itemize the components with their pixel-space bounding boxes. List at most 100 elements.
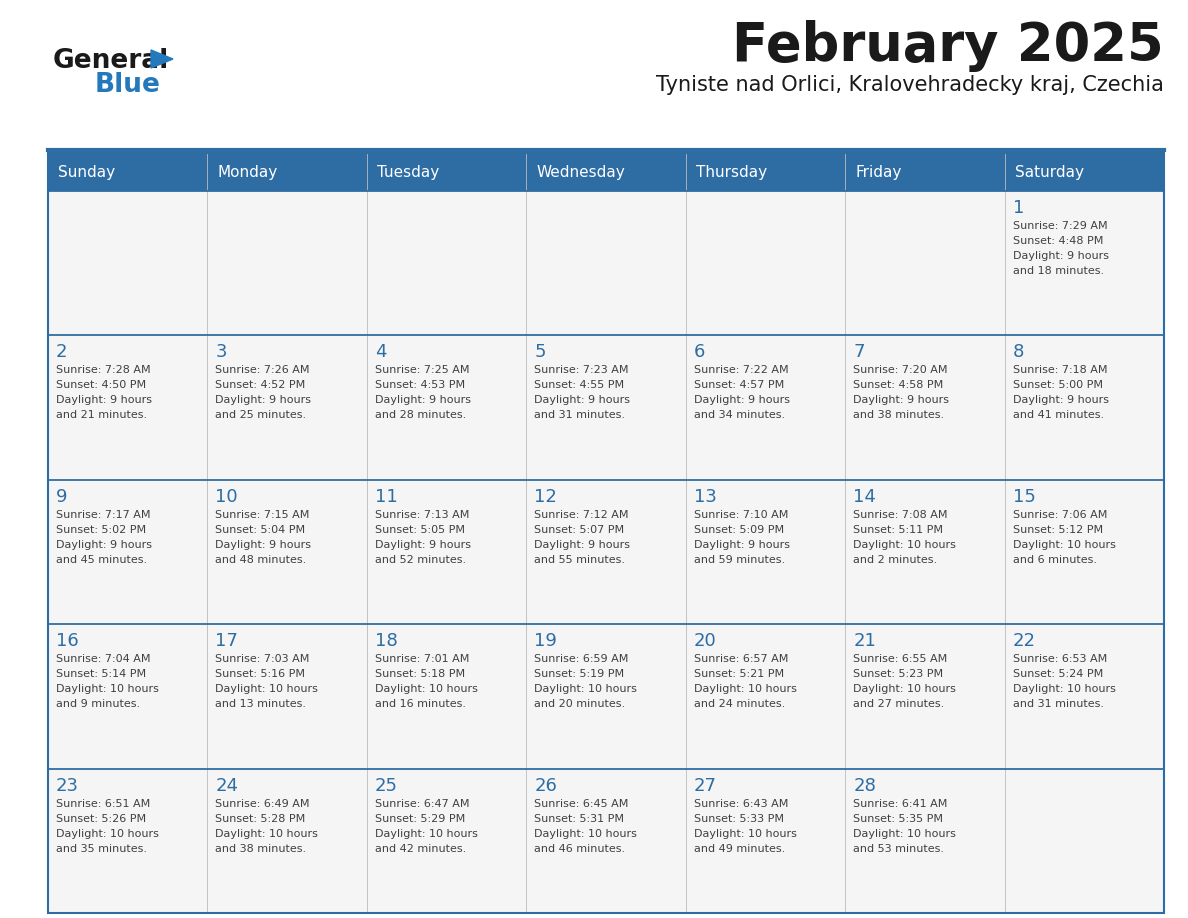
Text: Sunset: 5:16 PM: Sunset: 5:16 PM (215, 669, 305, 679)
Text: Sunrise: 6:59 AM: Sunrise: 6:59 AM (535, 655, 628, 665)
Text: and 35 minutes.: and 35 minutes. (56, 844, 147, 854)
Text: Sunrise: 6:49 AM: Sunrise: 6:49 AM (215, 799, 310, 809)
Text: Sunrise: 7:01 AM: Sunrise: 7:01 AM (375, 655, 469, 665)
Text: Sunset: 5:09 PM: Sunset: 5:09 PM (694, 525, 784, 535)
Bar (48, 335, 208, 480)
Text: Sunrise: 6:47 AM: Sunrise: 6:47 AM (375, 799, 469, 809)
Text: Sunset: 4:48 PM: Sunset: 4:48 PM (1012, 236, 1102, 246)
Text: Tyniste nad Orlici, Kralovehradecky kraj, Czechia: Tyniste nad Orlici, Kralovehradecky kraj… (656, 75, 1164, 95)
Text: and 46 minutes.: and 46 minutes. (535, 844, 625, 854)
Text: and 20 minutes.: and 20 minutes. (535, 700, 625, 710)
Bar (48, 153, 1164, 191)
Text: Saturday: Saturday (1015, 164, 1083, 180)
Text: 5: 5 (535, 343, 545, 362)
Bar (1005, 480, 1164, 624)
Text: Sunset: 5:28 PM: Sunset: 5:28 PM (215, 813, 305, 823)
Text: Daylight: 10 hours: Daylight: 10 hours (1012, 684, 1116, 694)
Text: Sunrise: 7:10 AM: Sunrise: 7:10 AM (694, 509, 788, 520)
Bar (845, 768, 1005, 913)
Text: and 45 minutes.: and 45 minutes. (56, 554, 147, 565)
Text: Sunrise: 7:04 AM: Sunrise: 7:04 AM (56, 655, 151, 665)
Text: 8: 8 (1012, 343, 1024, 362)
Bar (208, 335, 367, 480)
Bar (526, 335, 685, 480)
Text: 25: 25 (375, 777, 398, 795)
Text: and 9 minutes.: and 9 minutes. (56, 700, 140, 710)
Bar (208, 768, 367, 913)
Text: Tuesday: Tuesday (377, 164, 440, 180)
Text: Sunrise: 7:08 AM: Sunrise: 7:08 AM (853, 509, 948, 520)
Text: and 55 minutes.: and 55 minutes. (535, 554, 625, 565)
Text: and 18 minutes.: and 18 minutes. (1012, 266, 1104, 276)
Text: Daylight: 9 hours: Daylight: 9 hours (215, 540, 311, 550)
Text: Daylight: 10 hours: Daylight: 10 hours (535, 829, 637, 839)
Text: Daylight: 10 hours: Daylight: 10 hours (56, 684, 159, 694)
Text: and 21 minutes.: and 21 minutes. (56, 410, 147, 420)
Text: Sunset: 5:21 PM: Sunset: 5:21 PM (694, 669, 784, 679)
Text: Sunrise: 7:29 AM: Sunrise: 7:29 AM (1012, 221, 1107, 231)
Text: 4: 4 (375, 343, 386, 362)
Text: and 41 minutes.: and 41 minutes. (1012, 410, 1104, 420)
Text: Daylight: 10 hours: Daylight: 10 hours (56, 829, 159, 839)
Text: Daylight: 9 hours: Daylight: 9 hours (56, 540, 152, 550)
Text: Daylight: 9 hours: Daylight: 9 hours (375, 540, 470, 550)
Bar (1005, 191, 1164, 335)
Text: Sunset: 5:14 PM: Sunset: 5:14 PM (56, 669, 146, 679)
Text: Monday: Monday (217, 164, 278, 180)
Text: Sunset: 5:04 PM: Sunset: 5:04 PM (215, 525, 305, 535)
Text: Daylight: 9 hours: Daylight: 9 hours (535, 540, 631, 550)
Text: Sunrise: 7:22 AM: Sunrise: 7:22 AM (694, 365, 789, 375)
Text: Sunset: 5:23 PM: Sunset: 5:23 PM (853, 669, 943, 679)
Text: Daylight: 10 hours: Daylight: 10 hours (375, 684, 478, 694)
Text: Thursday: Thursday (696, 164, 766, 180)
Text: Daylight: 10 hours: Daylight: 10 hours (853, 829, 956, 839)
Text: 12: 12 (535, 487, 557, 506)
Text: Sunrise: 7:15 AM: Sunrise: 7:15 AM (215, 509, 310, 520)
Text: 24: 24 (215, 777, 239, 795)
Text: Blue: Blue (95, 72, 160, 98)
Bar (367, 768, 526, 913)
Text: 1: 1 (1012, 199, 1024, 217)
Bar (526, 624, 685, 768)
Bar (1005, 624, 1164, 768)
Bar (685, 768, 845, 913)
Bar (48, 768, 208, 913)
Text: and 13 minutes.: and 13 minutes. (215, 700, 307, 710)
Text: 16: 16 (56, 633, 78, 650)
Text: Sunset: 5:31 PM: Sunset: 5:31 PM (535, 813, 624, 823)
Bar (845, 624, 1005, 768)
Text: and 34 minutes.: and 34 minutes. (694, 410, 785, 420)
Text: 9: 9 (56, 487, 68, 506)
Text: and 59 minutes.: and 59 minutes. (694, 554, 785, 565)
Text: 14: 14 (853, 487, 876, 506)
Text: Sunday: Sunday (58, 164, 115, 180)
Bar (208, 624, 367, 768)
Text: Sunset: 5:02 PM: Sunset: 5:02 PM (56, 525, 146, 535)
Text: 26: 26 (535, 777, 557, 795)
Text: 20: 20 (694, 633, 716, 650)
Text: and 38 minutes.: and 38 minutes. (215, 844, 307, 854)
Text: 13: 13 (694, 487, 716, 506)
Text: Daylight: 10 hours: Daylight: 10 hours (1012, 540, 1116, 550)
Text: 22: 22 (1012, 633, 1036, 650)
Text: Sunrise: 6:41 AM: Sunrise: 6:41 AM (853, 799, 948, 809)
Text: Sunset: 5:05 PM: Sunset: 5:05 PM (375, 525, 465, 535)
Text: 6: 6 (694, 343, 706, 362)
Text: Sunrise: 7:25 AM: Sunrise: 7:25 AM (375, 365, 469, 375)
Text: 17: 17 (215, 633, 239, 650)
Text: Daylight: 9 hours: Daylight: 9 hours (1012, 251, 1108, 261)
Text: and 2 minutes.: and 2 minutes. (853, 554, 937, 565)
Text: Daylight: 9 hours: Daylight: 9 hours (215, 396, 311, 406)
Text: Daylight: 9 hours: Daylight: 9 hours (56, 396, 152, 406)
Text: Sunrise: 7:17 AM: Sunrise: 7:17 AM (56, 509, 151, 520)
Bar (526, 191, 685, 335)
Text: February 2025: February 2025 (732, 20, 1164, 72)
Text: 2: 2 (56, 343, 68, 362)
Bar (1005, 335, 1164, 480)
Text: Daylight: 10 hours: Daylight: 10 hours (694, 829, 797, 839)
Text: and 27 minutes.: and 27 minutes. (853, 700, 944, 710)
Text: Sunrise: 7:28 AM: Sunrise: 7:28 AM (56, 365, 151, 375)
Text: Sunrise: 6:53 AM: Sunrise: 6:53 AM (1012, 655, 1107, 665)
Text: Daylight: 10 hours: Daylight: 10 hours (694, 684, 797, 694)
Text: Daylight: 9 hours: Daylight: 9 hours (375, 396, 470, 406)
